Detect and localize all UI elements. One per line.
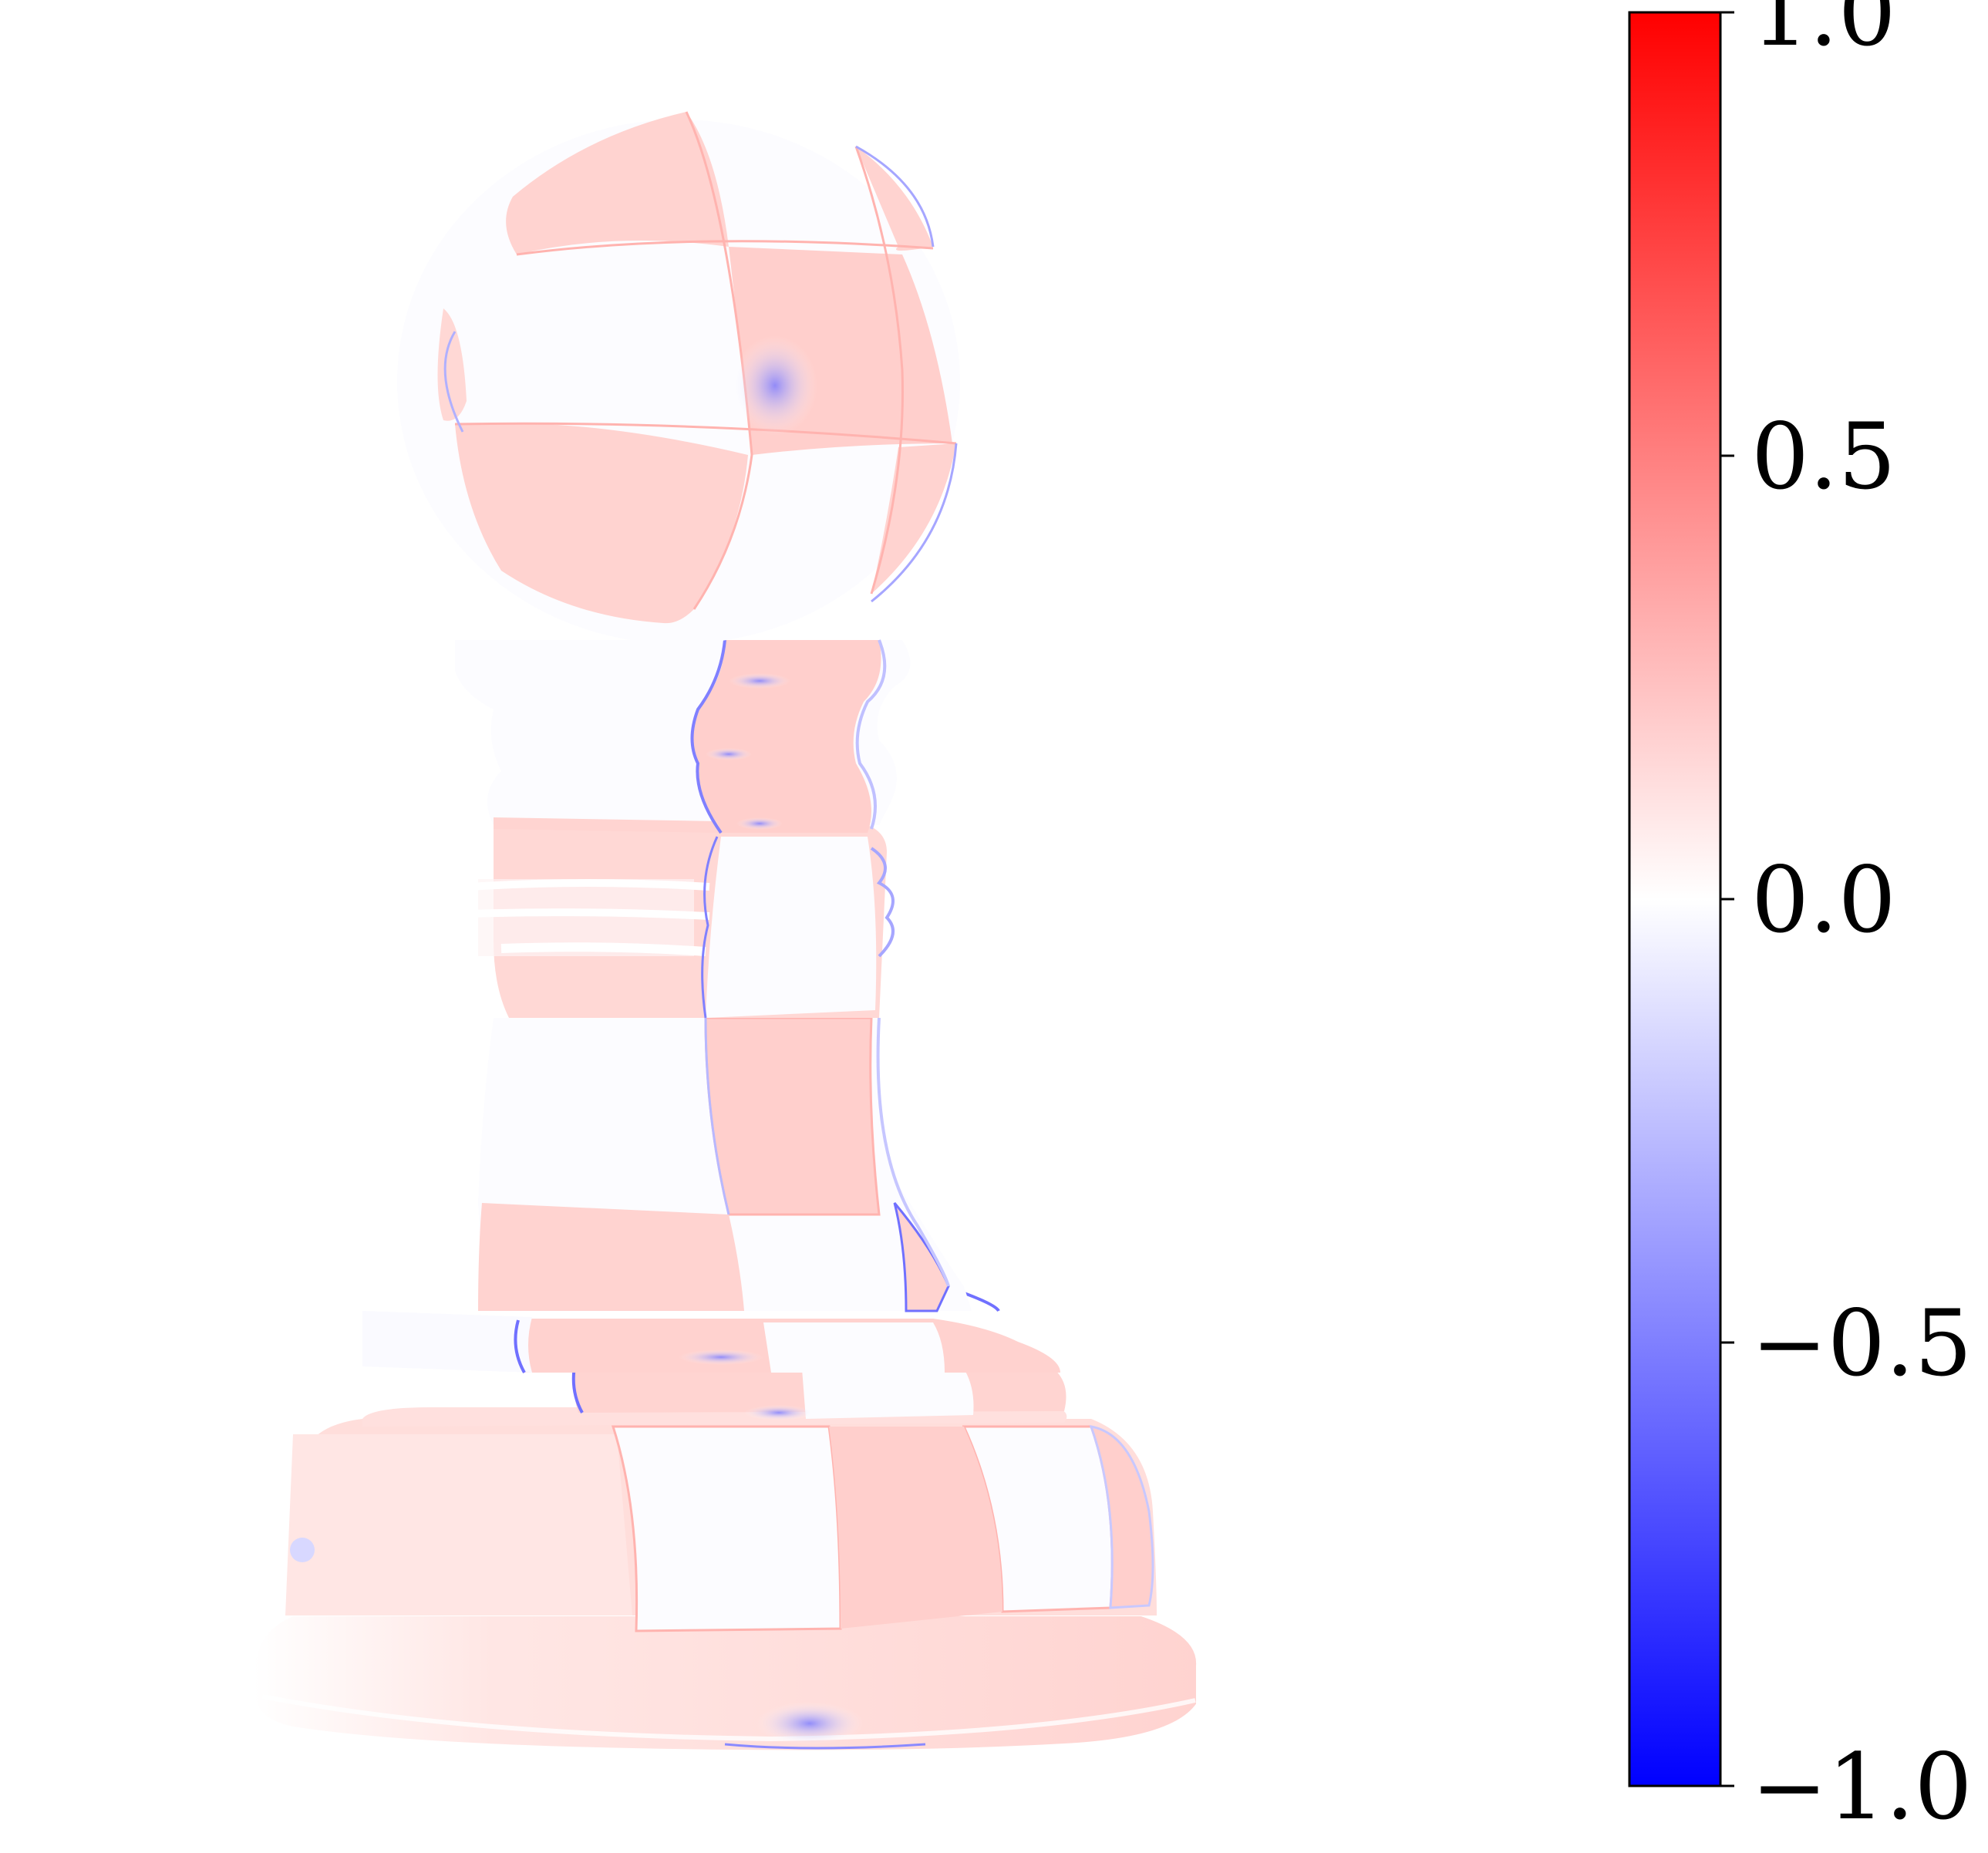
upper-collar-blue-edge-left	[690, 639, 726, 834]
head-pink-top-right	[856, 147, 933, 251]
upper-collar-blue-edge-right	[855, 639, 887, 830]
colorbar-tick-label: 0.5	[1751, 403, 1896, 510]
head-pink-top-left	[506, 112, 729, 254]
pawn-head	[397, 111, 960, 644]
upper-collar-blue-spot-1	[729, 673, 790, 689]
collar-tier-1-blue-spot	[679, 1349, 763, 1365]
pawn-stem	[478, 1016, 972, 1312]
collar-tier-1-white	[763, 1322, 945, 1373]
colorbar-tick-label: −0.5	[1751, 1290, 1973, 1396]
collar-tier-1-left-white	[362, 1311, 532, 1373]
colorbar-tick-label: 0.0	[1751, 847, 1896, 953]
lower-bulb-white-cell-1	[611, 1425, 842, 1632]
neck-ridge-left-blue	[701, 836, 719, 1019]
colorbar-tick-label: −1.0	[1751, 1733, 1973, 1840]
pawn-neck-rings	[470, 825, 895, 1019]
neck-ring-white-column	[706, 837, 877, 1018]
base-disc-lower-rim	[261, 1694, 1196, 1742]
head-meridian-2	[854, 146, 904, 595]
upper-collar-left-pink	[494, 817, 721, 833]
lower-bulb-right-pink	[1089, 1425, 1154, 1609]
colorbar: 1.0 0.5 0.0 −0.5 −1.0	[1628, 0, 1973, 1840]
lower-bulb-left-dot	[290, 1538, 315, 1562]
head-pink-lower-right	[871, 443, 956, 594]
neck-ridge-2	[470, 908, 710, 920]
upper-collar-blue-spot-2	[706, 748, 752, 760]
pawn-collar	[362, 1285, 1067, 1427]
pawn-upper-collar	[455, 639, 911, 834]
head-parallel-1	[516, 240, 934, 256]
colorbar-tick-label: 1.0	[1751, 0, 1896, 66]
base-disc	[252, 1615, 1198, 1752]
head-left-pink-cap	[437, 308, 467, 421]
pawn-lower-bulb	[285, 1419, 1157, 1632]
colorbar-gradient	[1628, 11, 1722, 1787]
base-disc-blue-edge	[724, 1743, 926, 1750]
neck-ridge-1	[470, 879, 710, 891]
neck-ridge-3	[500, 942, 706, 956]
stem-pink-left-bottom	[478, 1203, 744, 1311]
colorbar-ticks: 1.0 0.5 0.0 −0.5 −1.0	[1720, 0, 1973, 1840]
head-outline-left	[443, 331, 464, 433]
collar-tier-2-blue-spot	[744, 1405, 814, 1420]
collar-tier-1-blue-edge	[514, 1319, 526, 1373]
collar-tier-2-white	[802, 1369, 974, 1419]
stem-left-edge	[704, 1017, 730, 1215]
upper-collar-blue-spot-3	[736, 817, 783, 830]
base-disc-blue-spot	[756, 1702, 864, 1745]
stem-pink-cell	[704, 1016, 881, 1216]
head-pink-lower-left	[455, 423, 748, 624]
stem-pink-right-bottom	[893, 1202, 950, 1312]
upper-collar-pink-column	[692, 640, 881, 833]
lower-bulb-pink-cell	[829, 1427, 1002, 1629]
stem-blue-right-edge	[876, 1017, 950, 1287]
head-blue-spot	[733, 335, 817, 436]
head-parallel-2	[454, 422, 957, 445]
pawn-heatmap	[252, 111, 1198, 1752]
pawn-base	[252, 1615, 1198, 1752]
head-outline-right	[855, 145, 958, 603]
lower-bulb-left-fade	[285, 1434, 632, 1615]
neck-ring-left-white	[478, 879, 694, 956]
neck-ridge-right-bumps	[870, 847, 895, 958]
